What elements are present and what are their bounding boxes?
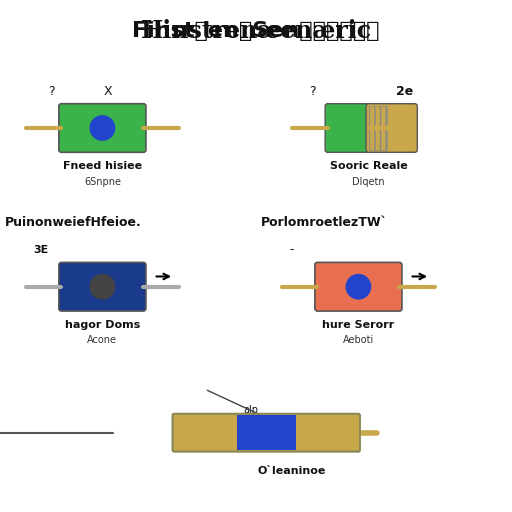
- Text: 6Snpne: 6Snpne: [84, 177, 121, 187]
- FancyBboxPatch shape: [315, 262, 402, 311]
- Circle shape: [346, 274, 371, 299]
- Text: Hinstrenæenæric: Hinstrenæenæric: [140, 19, 372, 42]
- Text: Sooric Reale: Sooric Reale: [330, 161, 408, 172]
- Text: O`leaninoe: O`leaninoe: [258, 466, 326, 476]
- Text: X: X: [103, 84, 112, 98]
- Text: -: -: [290, 243, 294, 257]
- Text: PuinonweiefHfeioe.: PuinonweiefHfeioe.: [5, 216, 142, 229]
- Text: Fneed hisiee: Fneed hisiee: [63, 161, 142, 172]
- Text: hure Serorr: hure Serorr: [322, 320, 395, 330]
- FancyBboxPatch shape: [173, 414, 360, 452]
- FancyBboxPatch shape: [366, 103, 417, 153]
- Text: PorlomroetlezTW`: PorlomroetlezTW`: [261, 216, 388, 229]
- Text: Acone: Acone: [88, 335, 117, 346]
- Circle shape: [90, 116, 115, 140]
- Text: Aeboti: Aeboti: [343, 335, 374, 346]
- Text: ?: ?: [309, 84, 315, 98]
- FancyBboxPatch shape: [59, 103, 146, 153]
- Text: hagor Doms: hagor Doms: [65, 320, 140, 330]
- Text: Finst巯en序Sen山山山山山高: Finst巯en序Sen山山山山山高: [132, 20, 380, 41]
- Bar: [237, 415, 296, 450]
- Text: ?: ?: [48, 84, 54, 98]
- Circle shape: [90, 274, 115, 299]
- Bar: [174, 415, 183, 450]
- Text: alp: alp: [243, 405, 259, 415]
- Text: 3E: 3E: [33, 245, 49, 255]
- FancyBboxPatch shape: [59, 262, 146, 311]
- FancyBboxPatch shape: [325, 103, 371, 153]
- Text: Dlqetn: Dlqetn: [352, 177, 385, 187]
- Text: 2e: 2e: [396, 84, 413, 98]
